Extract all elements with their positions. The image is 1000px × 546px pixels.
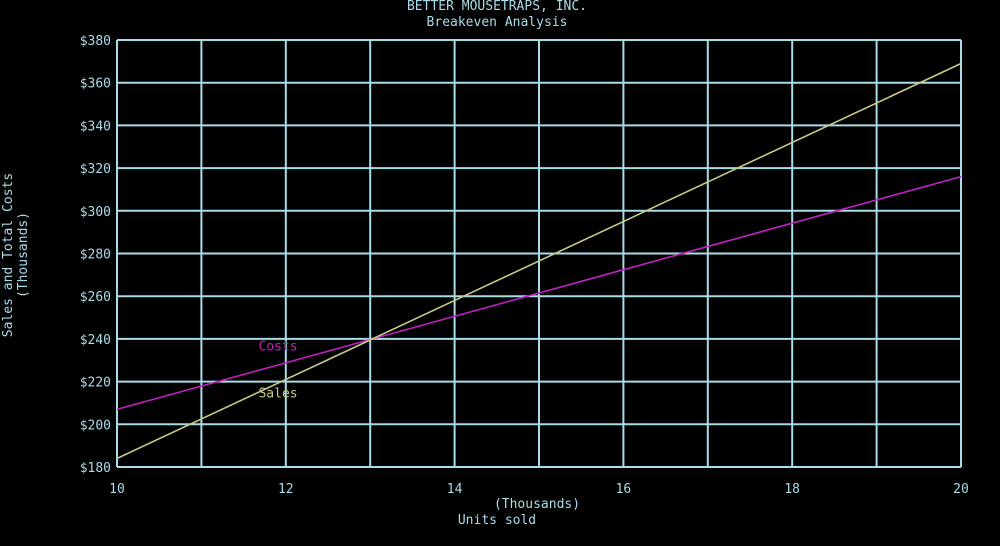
x-tick-label: 20 xyxy=(953,482,969,497)
y-tick-label: $300 xyxy=(80,205,111,220)
y-tick-label: $220 xyxy=(80,376,111,391)
y-tick-label: $320 xyxy=(80,162,111,177)
x-tick-label: 18 xyxy=(784,482,800,497)
x-tick-label: 12 xyxy=(278,482,294,497)
tick-labels: $180 $200 $220 $240 $260 $280 $300 $320 $340 $360… xyxy=(80,34,969,497)
y-axis-label-units: (Thousands) xyxy=(16,212,31,298)
y-tick-label: $340 xyxy=(80,119,111,134)
x-tick-label: 16 xyxy=(616,482,632,497)
chart-subtitle: Breakeven Analysis xyxy=(427,15,568,30)
series-line-costs xyxy=(116,175,962,411)
grid xyxy=(116,39,962,468)
x-tick-label: 10 xyxy=(109,482,125,497)
y-tick-label: $180 xyxy=(80,461,111,476)
y-tick-label: $360 xyxy=(80,77,111,92)
y-tick-label: $200 xyxy=(80,418,111,433)
x-axis-label: Units sold xyxy=(458,513,536,528)
plot-series: Costs Sales xyxy=(116,62,962,460)
series-line-sales xyxy=(116,62,962,460)
y-tick-label: $280 xyxy=(80,248,111,263)
y-tick-label: $260 xyxy=(80,290,111,305)
series-label-sales: Sales xyxy=(258,386,297,401)
series-label-costs: Costs xyxy=(258,339,297,354)
x-tick-label: 14 xyxy=(447,482,463,497)
y-tick-label: $380 xyxy=(80,34,111,49)
x-axis-label-units: (Thousands) xyxy=(494,497,580,512)
y-tick-label: $240 xyxy=(80,333,111,348)
y-axis-label: Sales and Total Costs xyxy=(1,173,16,337)
chart-title: BETTER MOUSETRAPS, INC. xyxy=(407,0,587,14)
